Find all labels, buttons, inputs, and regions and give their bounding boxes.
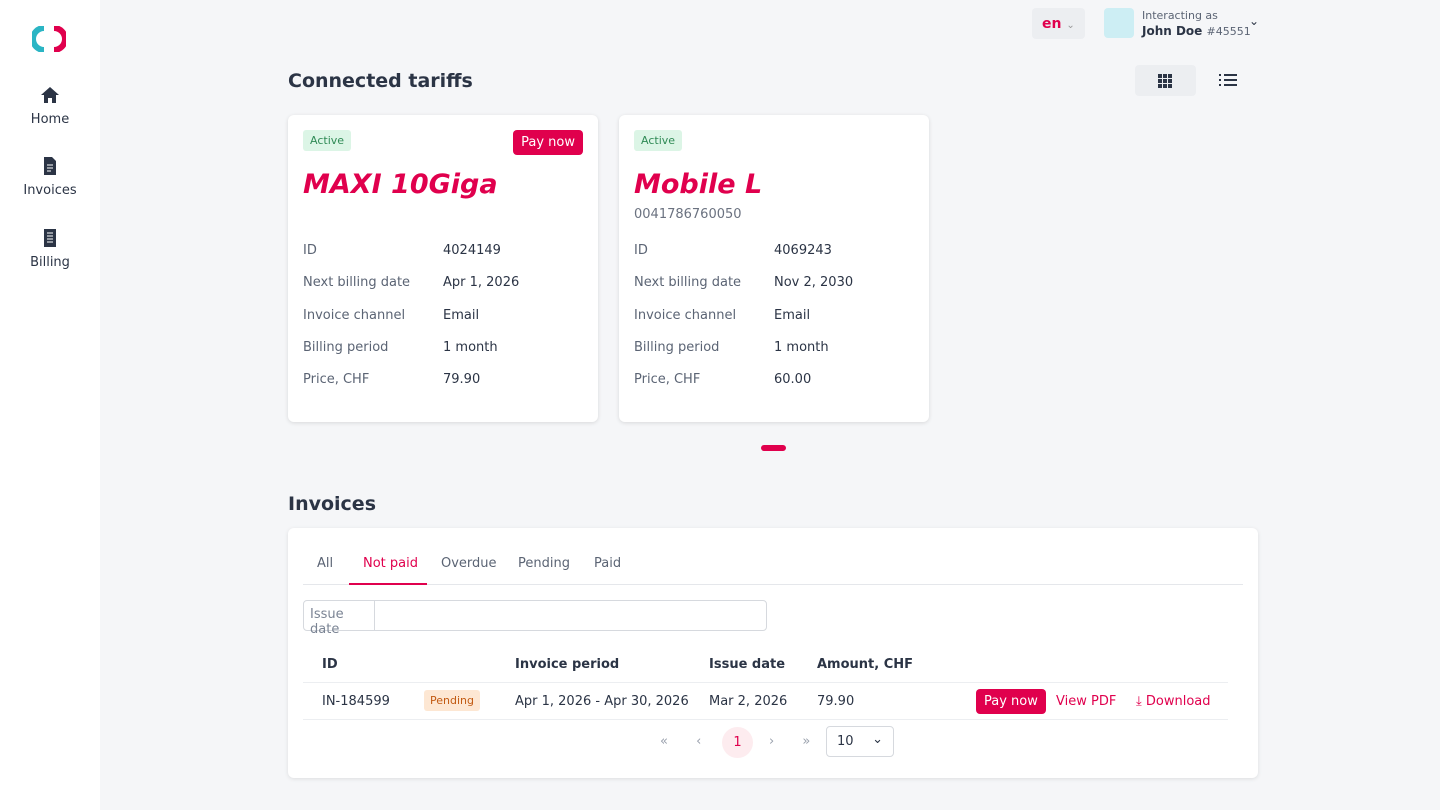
section-title: Connected tariffs (288, 70, 473, 92)
field-value: Nov 2, 2030 (774, 275, 854, 291)
language-select[interactable]: en ⌄ (1032, 8, 1085, 39)
list-view-button[interactable] (1219, 73, 1237, 87)
page-size: 10 (837, 734, 854, 749)
filter-tab[interactable]: Not paid (363, 556, 418, 571)
filter-tab[interactable]: Pending (518, 556, 570, 571)
user-menu[interactable]: Interacting as John Doe #45551 ⌄ (1104, 8, 1264, 40)
pay-now-button[interactable]: Pay now (976, 689, 1046, 714)
page-size-select[interactable]: 10 ⌄ (826, 726, 894, 757)
field-value: 1 month (443, 339, 498, 355)
column-header: Amount, CHF (817, 657, 914, 672)
field-value: 79.90 (443, 372, 481, 388)
user-avatar (1104, 8, 1134, 38)
tariff-card: Active Pay now MAXI 10Giga ID 4024149 Next bi… (288, 115, 598, 422)
filter-tab[interactable]: Overdue (441, 556, 497, 571)
field-value: Apr 1, 2026 (443, 275, 520, 291)
field-value: 60.00 (774, 372, 812, 388)
pager-arrows-left[interactable]: « ‹ (660, 734, 702, 749)
issue-date: Mar 2, 2026 (709, 694, 788, 709)
invoices-panel: All Not paid Overdue Pending Paid Issue date… (288, 528, 1258, 778)
field-value: Email (774, 307, 811, 323)
nav-invoices[interactable]: Invoices (0, 157, 100, 198)
field-label: Billing period (303, 339, 389, 355)
active-tab-underline (349, 583, 427, 585)
column-header: ID (322, 657, 338, 672)
pay-now-button[interactable]: Pay now (513, 130, 583, 155)
date-filter[interactable]: Issue date (303, 600, 767, 637)
column-header: Issue date (709, 657, 786, 672)
field-value: Email (443, 307, 480, 323)
sidebar: Home Invoices Billing (0, 0, 100, 810)
user-name: John Doe (1142, 24, 1203, 38)
field-value: 4069243 (774, 243, 832, 258)
user-caption: Interacting as (1142, 9, 1218, 22)
filter-label: Issue date (304, 601, 375, 637)
amount: 79.90 (817, 694, 855, 709)
view-pdf-link[interactable]: View PDF (1056, 694, 1117, 709)
filter-tab[interactable]: All (317, 556, 334, 571)
field-label: Billing period (634, 339, 720, 355)
carousel-dot[interactable] (761, 445, 786, 451)
field-label: Invoice channel (634, 307, 737, 323)
nav-label: Home (30, 112, 70, 127)
tariff-name: MAXI 10Giga (303, 169, 498, 200)
tariff-name: Mobile L (634, 169, 763, 200)
field-value: 1 month (774, 339, 829, 355)
field-label: Next billing date (634, 275, 742, 291)
user-id: #45551 (1206, 25, 1251, 38)
grid-view-button[interactable] (1135, 65, 1196, 96)
status-badge: Pending (424, 690, 480, 711)
filter-tab[interactable]: Paid (594, 556, 622, 571)
tariff-card: Active Mobile L 0041786760050 ID 4069243 Next… (619, 115, 929, 422)
status-badge: Active (303, 130, 352, 151)
column-header: Invoice period (515, 657, 620, 672)
field-label: ID (303, 243, 317, 258)
nav-billing[interactable]: Billing (0, 229, 100, 270)
current-page[interactable]: 1 (722, 727, 753, 758)
field-value: 4024149 (443, 243, 501, 258)
nav-label: Invoices (23, 183, 77, 198)
invoice-id: IN-184599 (322, 694, 390, 709)
download-link[interactable]: ⤓ Download (1136, 694, 1211, 709)
pager-arrows-right[interactable]: › » (769, 734, 811, 749)
field-label: ID (634, 243, 648, 258)
field-label: Invoice channel (303, 307, 406, 323)
nav-label: Billing (30, 255, 70, 270)
invoice-period: Apr 1, 2026 - Apr 30, 2026 (515, 694, 689, 709)
field-label: Next billing date (303, 275, 411, 291)
user: John Doe #45551 (1142, 24, 1251, 38)
language: en (1042, 16, 1062, 32)
field-label: Price, CHF (634, 372, 701, 388)
field-label: Price, CHF (303, 372, 370, 388)
phone-number: 0041786760050 (634, 207, 742, 222)
logo (32, 26, 66, 52)
download-label: Download (1145, 694, 1211, 709)
section-title: Invoices (288, 493, 377, 515)
nav-home[interactable]: Home (0, 86, 100, 127)
status-badge: Active (634, 130, 683, 151)
